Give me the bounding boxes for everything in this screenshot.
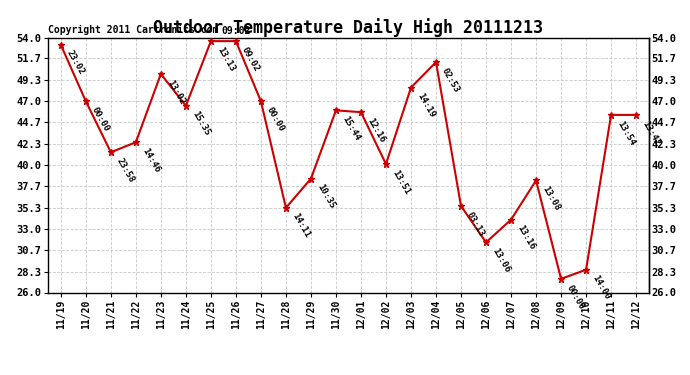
Text: 23:58: 23:58 [115, 156, 136, 184]
Text: 14:00: 14:00 [590, 274, 611, 302]
Text: 02:53: 02:53 [440, 66, 462, 94]
Title: Outdoor Temperature Daily High 20111213: Outdoor Temperature Daily High 20111213 [153, 18, 544, 38]
Text: 00:00: 00:00 [565, 283, 586, 311]
Text: 13:42: 13:42 [640, 119, 662, 147]
Text: 13:16: 13:16 [515, 224, 536, 252]
Text: 15:44: 15:44 [340, 114, 362, 142]
Text: 09:02: 09:02 [221, 26, 250, 36]
Text: 00:00: 00:00 [265, 105, 286, 133]
Text: 09:02: 09:02 [240, 45, 262, 73]
Text: Copyright 2011 Cartronics.com: Copyright 2011 Cartronics.com [48, 25, 219, 35]
Text: 13:02: 13:02 [165, 78, 186, 106]
Text: 13:06: 13:06 [490, 247, 511, 274]
Text: 13:54: 13:54 [615, 119, 636, 147]
Text: 14:19: 14:19 [415, 92, 436, 120]
Text: 15:35: 15:35 [190, 110, 211, 138]
Text: 23:02: 23:02 [65, 49, 86, 77]
Text: 13:51: 13:51 [390, 168, 411, 196]
Text: 14:11: 14:11 [290, 212, 311, 240]
Text: 12:16: 12:16 [365, 116, 386, 144]
Text: 13:13: 13:13 [215, 45, 236, 73]
Text: 00:00: 00:00 [90, 105, 111, 133]
Text: 14:46: 14:46 [140, 146, 161, 174]
Text: 10:35: 10:35 [315, 183, 336, 211]
Text: 03:13: 03:13 [465, 210, 486, 238]
Text: 13:08: 13:08 [540, 184, 562, 212]
